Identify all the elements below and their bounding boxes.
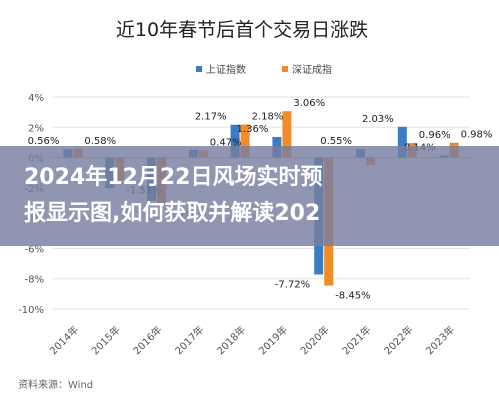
chart-legend: 上证指数 深证成指 xyxy=(196,63,332,76)
y-tick-label: 2% xyxy=(28,123,44,134)
legend-swatch xyxy=(196,66,202,72)
source-note: 资料来源：Wind xyxy=(18,380,94,391)
bar-shenzhen xyxy=(282,111,292,158)
bar-shanghai xyxy=(230,124,240,158)
data-label: 0.47% xyxy=(210,137,242,148)
data-label: 0.58% xyxy=(84,136,116,147)
y-tick-label: -6% xyxy=(25,244,44,255)
y-tick-label: 4% xyxy=(28,93,44,104)
x-axis: 2014年 2015年 2016年 2017年 2018年 2019年 2020年 2021年… xyxy=(47,323,457,357)
overlay-headline: 2024年12月22日风场实时预 报显示图,如何获取并解读202 xyxy=(24,160,494,232)
x-tick-label: 2015年 xyxy=(89,323,123,357)
data-label: 0.56% xyxy=(28,136,60,147)
data-label: -8.45% xyxy=(335,291,370,302)
x-tick-label: 2016年 xyxy=(130,323,164,357)
x-tick-label: 2022年 xyxy=(381,323,415,357)
x-tick-label: 2017年 xyxy=(172,323,206,357)
legend-label: 深证成指 xyxy=(292,63,332,76)
x-tick-label: 2019年 xyxy=(256,323,290,357)
data-label: 2.18% xyxy=(252,112,284,123)
x-tick-label: 2023年 xyxy=(423,323,457,357)
overlay-banner xyxy=(0,146,499,246)
data-label: -7.72% xyxy=(275,279,310,290)
x-tick-label: 2021年 xyxy=(339,323,373,357)
x-tick-label: 2014年 xyxy=(47,323,81,357)
data-label: 1.36% xyxy=(237,124,269,135)
data-label: 2.17% xyxy=(195,112,227,123)
bar-shanghai xyxy=(397,126,407,158)
data-label: 2.03% xyxy=(362,114,394,125)
data-label: 3.06% xyxy=(293,98,325,109)
y-tick-label: -8% xyxy=(25,275,44,286)
legend-label: 上证指数 xyxy=(206,63,246,76)
chart-title: 近10年春节后首个交易日涨跌 xyxy=(116,19,368,41)
data-label: 0.96% xyxy=(419,130,451,141)
overlay-headline-line2: 报显示图,如何获取并解读202 xyxy=(24,201,321,226)
x-tick-label: 2018年 xyxy=(214,323,248,357)
x-tick-label: 2020年 xyxy=(298,323,332,357)
y-tick-label: -10% xyxy=(18,305,44,316)
overlay-headline-line1: 2024年12月22日风场实时预 xyxy=(24,165,323,190)
bar-shenzhen xyxy=(240,124,250,158)
data-label: 0.98% xyxy=(461,130,493,141)
data-label: 0.55% xyxy=(320,136,352,147)
legend-swatch xyxy=(282,66,288,72)
